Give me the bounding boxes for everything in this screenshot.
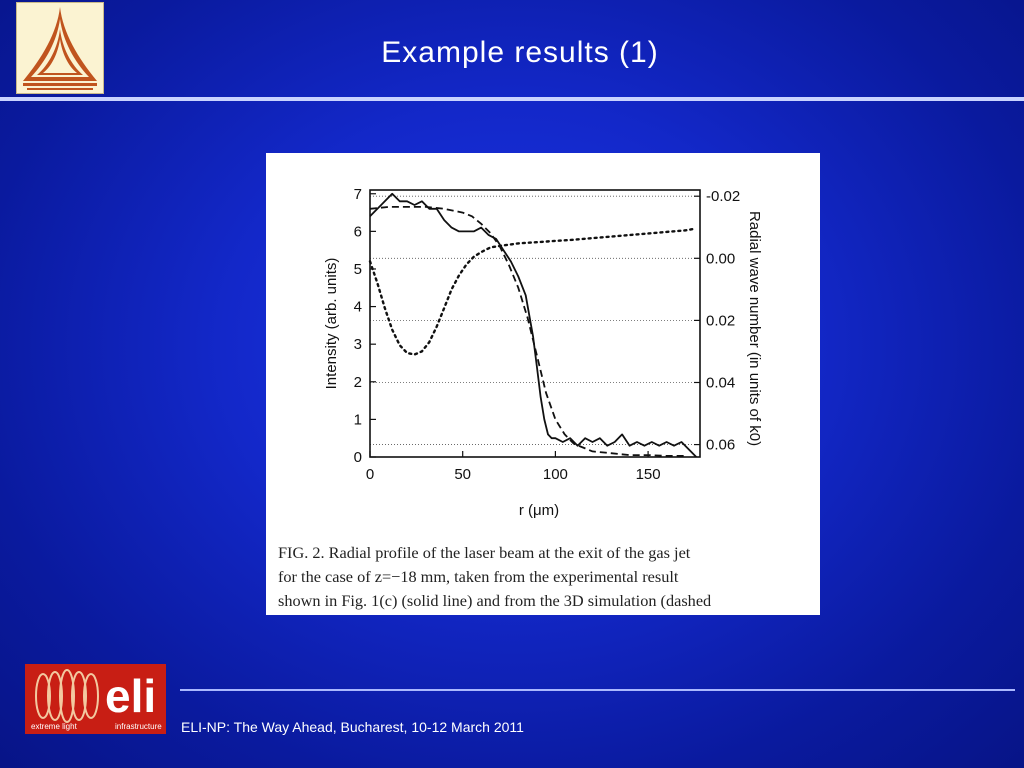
series-line-dashed bbox=[369, 206, 686, 457]
x-tick-label: 0 bbox=[366, 466, 374, 483]
eli-logo-subtext: infrastructure bbox=[115, 722, 162, 731]
footer-text: ELI-NP: The Way Ahead, Bucharest, 10-12 … bbox=[181, 719, 524, 735]
slide-title: Example results (1) bbox=[381, 36, 659, 69]
institute-logo-graphic bbox=[23, 7, 97, 90]
series-line-dotted bbox=[368, 227, 696, 356]
x-tick-label: 50 bbox=[454, 466, 471, 483]
figure-panel: 0 1 2 3 4 5 6 7 0 50 100 150 -0.02 0.00 0.02 0.04 0.06 r … bbox=[266, 153, 820, 615]
eli-logo: eli extreme light infrastructure bbox=[25, 664, 166, 734]
y-tick-label: 5 bbox=[354, 261, 362, 278]
x-tick-label: 100 bbox=[543, 466, 568, 483]
caption-line: for the case of z=−18 mm, taken from the… bbox=[278, 567, 679, 586]
institute-logo bbox=[16, 2, 104, 94]
y2-tick-label: 0.02 bbox=[706, 312, 735, 329]
figure-caption: FIG. 2. Radial profile of the laser beam… bbox=[278, 541, 810, 613]
header-divider bbox=[0, 97, 1024, 101]
y-tick-label: 7 bbox=[354, 186, 362, 203]
x-tick-label: 150 bbox=[636, 466, 661, 483]
footer-divider bbox=[180, 689, 1015, 691]
eli-logo-text: eli bbox=[105, 670, 156, 722]
eli-logo-graphic: eli extreme light infrastructure bbox=[31, 669, 162, 731]
y2-tick-label: 0.04 bbox=[706, 374, 735, 391]
y-tick-label: 6 bbox=[354, 223, 362, 240]
eli-logo-subtext: extreme light bbox=[31, 722, 78, 731]
radial-profile-chart: 0 1 2 3 4 5 6 7 0 50 100 150 -0.02 0.00 0.02 0.04 0.06 r … bbox=[323, 186, 763, 519]
y-tick-label: 0 bbox=[354, 449, 362, 466]
y2-tick-label: 0.00 bbox=[706, 250, 735, 267]
y2-axis-label: Radial wave number (in units of k0) bbox=[746, 211, 763, 446]
y-axis-label: Intensity (arb. units) bbox=[323, 258, 340, 390]
caption-line: shown in Fig. 1(c) (solid line) and from… bbox=[278, 591, 712, 610]
y-tick-label: 2 bbox=[354, 374, 362, 391]
x-axis-label: r (μm) bbox=[519, 502, 559, 519]
y2-tick-label: 0.06 bbox=[706, 437, 735, 454]
y-tick-label: 3 bbox=[354, 336, 362, 353]
caption-line: FIG. 2. Radial profile of the laser beam… bbox=[278, 543, 691, 562]
plot-frame bbox=[369, 189, 701, 458]
y2-tick-label: -0.02 bbox=[706, 188, 740, 205]
y-tick-label: 4 bbox=[354, 299, 362, 316]
y-tick-label: 1 bbox=[354, 411, 362, 428]
